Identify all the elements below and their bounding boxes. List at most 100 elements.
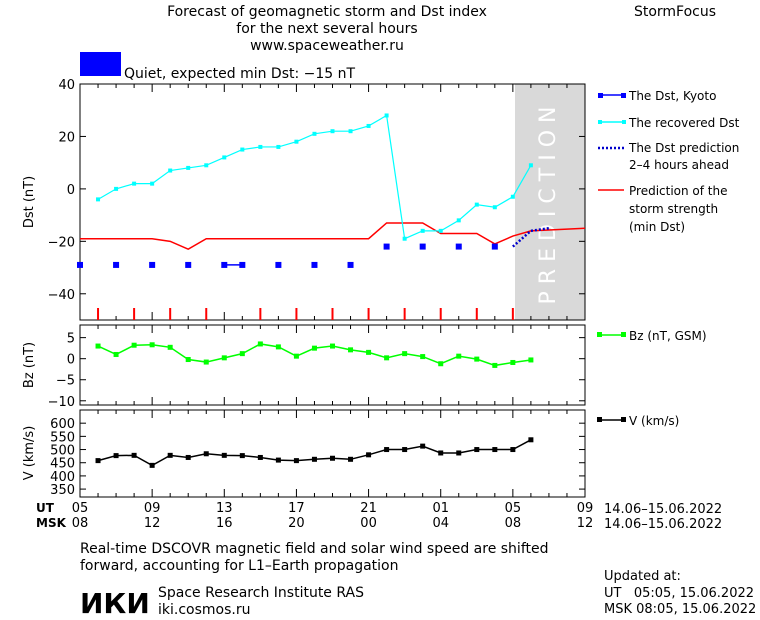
recovered-dst-point xyxy=(204,163,209,168)
ut-tick-label: 09 xyxy=(144,501,161,516)
v-ytick-label: 600 xyxy=(50,417,75,432)
bz-point xyxy=(420,354,426,360)
legend-recovered-label: The recovered Dst xyxy=(628,116,740,130)
speed-point xyxy=(348,456,354,462)
bz-panel-frame xyxy=(79,324,586,406)
speed-point xyxy=(438,450,444,456)
v-ytick-label: 500 xyxy=(50,444,75,459)
chart-title-line-3: www.spaceweather.ru xyxy=(250,38,404,54)
speed-point xyxy=(167,452,173,458)
dst-kyoto-point xyxy=(383,243,390,250)
msk-tick-label: 20 xyxy=(288,516,305,531)
dst-kyoto-point xyxy=(419,243,426,250)
bz-point xyxy=(456,353,462,359)
v-ytick-label: 450 xyxy=(50,457,75,472)
recovered-dst-point xyxy=(402,236,407,241)
recovered-dst-point xyxy=(438,228,443,233)
bz-point xyxy=(510,359,516,365)
legend-bz-marker-right xyxy=(621,332,626,337)
dst-ytick-label: 0 xyxy=(67,183,75,198)
bz-point xyxy=(330,343,335,349)
v-panel-frame xyxy=(79,409,586,498)
bz-ytick-label: −10 xyxy=(48,395,75,410)
recovered-dst-point xyxy=(294,139,299,144)
dst-kyoto-point xyxy=(455,243,462,250)
bz-axis-label: Bz (nT) xyxy=(22,342,37,388)
recovered-dst-point xyxy=(474,202,479,207)
v-ytick-label: 400 xyxy=(50,470,75,485)
dst-kyoto-point xyxy=(275,261,282,268)
speed-point xyxy=(456,450,462,456)
dst-axis-label: Dst (nT) xyxy=(22,176,37,228)
legend-v-label: V (km/s) xyxy=(629,414,679,428)
brand-name: StormFocus xyxy=(634,4,716,20)
bz-point xyxy=(474,356,480,362)
recovered-dst-point xyxy=(276,144,281,149)
speed-point xyxy=(492,447,498,453)
bz-point xyxy=(221,355,227,361)
bz-point xyxy=(366,349,372,355)
dst-kyoto-point xyxy=(221,261,228,268)
ut-tick-label: 05 xyxy=(505,501,522,516)
v-axis-label: V (km/s) xyxy=(22,426,37,481)
recovered-dst-point xyxy=(456,218,461,223)
bz-point xyxy=(348,347,354,353)
speed-point xyxy=(402,447,408,453)
status-text: Quiet, expected min Dst: −15 nT xyxy=(124,66,356,82)
bz-point xyxy=(167,344,173,350)
bz-ytick-label: −5 xyxy=(56,374,75,389)
recovered-dst-point xyxy=(366,123,371,128)
dst-prediction-line xyxy=(512,226,550,248)
ut-tick-label: 05 xyxy=(72,501,89,516)
legend-strength-label-3: (min Dst) xyxy=(629,220,685,234)
recovered-dst-point xyxy=(150,181,155,186)
recovered-dst-point xyxy=(348,129,353,134)
footer-note-line-1: Real-time DSCOVR magnetic field and sola… xyxy=(80,541,549,557)
bz-point xyxy=(239,351,245,357)
prediction-region-label: PREDICTION xyxy=(536,100,561,305)
msk-tick-label: 08 xyxy=(505,516,522,531)
legend-dst-kyoto-marker-right xyxy=(621,93,626,98)
bz-point xyxy=(275,344,281,350)
updated-msk: MSK 08:05, 15.06.2022 xyxy=(604,602,756,617)
institute-site: iki.cosmos.ru xyxy=(158,602,250,618)
chart-title-line-2: for the next several hours xyxy=(236,21,417,37)
recovered-dst-point xyxy=(330,129,335,134)
updated-ut: UT 05:05, 15.06.2022 xyxy=(604,586,754,601)
recovered-dst-point xyxy=(420,228,425,233)
bz-point xyxy=(131,342,137,348)
bz-ytick-label: 5 xyxy=(67,332,75,347)
msk-tick-label: 16 xyxy=(216,516,233,531)
msk-tick-label: 04 xyxy=(432,516,449,531)
dst-kyoto-point xyxy=(239,261,246,268)
speed-point xyxy=(239,453,245,459)
ut-tick-label: 17 xyxy=(288,501,305,516)
speed-point xyxy=(203,451,209,457)
dst-ytick-label: 40 xyxy=(58,78,75,93)
speed-point xyxy=(420,443,426,449)
speed-point xyxy=(113,453,119,459)
bz-point xyxy=(293,353,299,359)
chart-title-line-1: Forecast of geomagnetic storm and Dst in… xyxy=(167,4,487,20)
legend-dst-kyoto-marker-left xyxy=(598,93,603,98)
bz-point xyxy=(185,357,191,363)
legend-prediction-label-2: 2–4 hours ahead xyxy=(629,158,729,172)
ut-tick-label: 09 xyxy=(577,501,594,516)
recovered-dst-point xyxy=(96,197,101,202)
recovered-dst-point xyxy=(240,147,245,152)
speed-point xyxy=(384,447,390,453)
recovered-dst-point xyxy=(528,163,533,168)
updated-label: Updated at: xyxy=(604,569,681,584)
ut-date-range: 14.06–15.06.2022 xyxy=(604,502,722,517)
dst-kyoto-point xyxy=(77,261,83,268)
prediction-region xyxy=(515,84,585,320)
speed-point xyxy=(221,452,227,458)
ut-tick-label: 21 xyxy=(360,501,377,516)
dst-kyoto-point xyxy=(149,261,156,268)
msk-tick-label: 00 xyxy=(360,516,377,531)
v-ytick-label: 350 xyxy=(50,483,75,498)
recovered-dst-point xyxy=(384,113,389,118)
speed-point xyxy=(366,452,372,458)
bz-point xyxy=(402,351,408,357)
